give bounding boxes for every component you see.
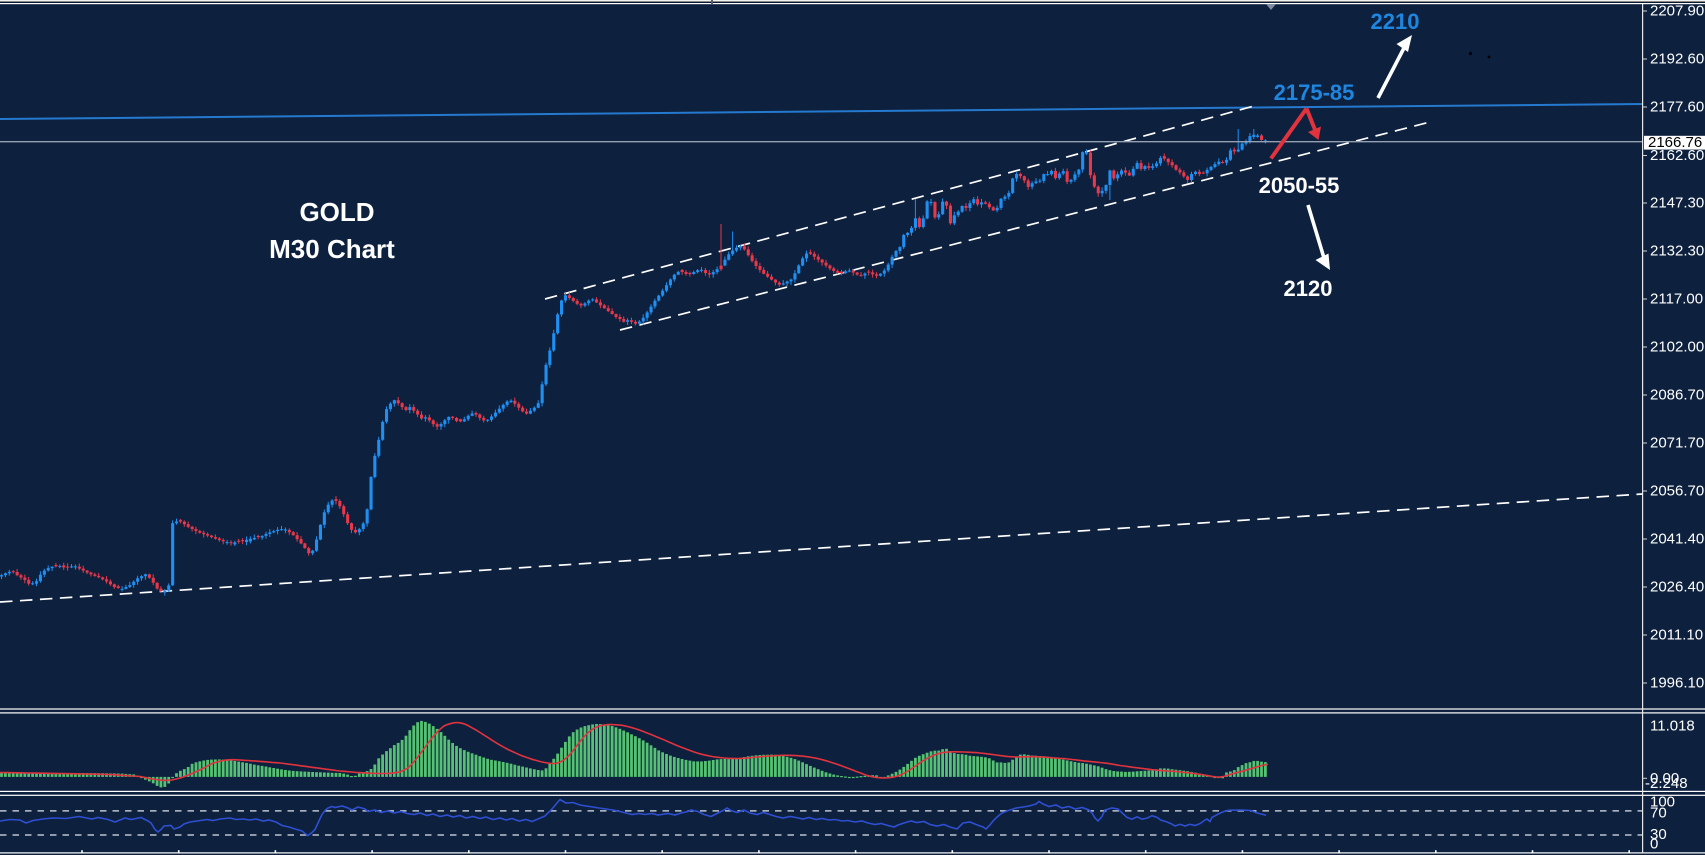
svg-text:2177.60: 2177.60 bbox=[1650, 99, 1704, 116]
svg-text:11.018: 11.018 bbox=[1650, 718, 1695, 735]
svg-text:M30 Chart: M30 Chart bbox=[269, 234, 395, 264]
svg-text:2162.60: 2162.60 bbox=[1650, 147, 1704, 164]
svg-text:100: 100 bbox=[1650, 794, 1675, 811]
svg-text:2056.70: 2056.70 bbox=[1650, 483, 1704, 500]
svg-text:2147.30: 2147.30 bbox=[1650, 195, 1704, 212]
svg-text:GOLD: GOLD bbox=[299, 197, 374, 227]
svg-text:2071.70: 2071.70 bbox=[1650, 435, 1704, 452]
svg-text:0.00: 0.00 bbox=[1650, 770, 1679, 787]
svg-text:2050-55: 2050-55 bbox=[1259, 173, 1340, 198]
svg-text:2192.60: 2192.60 bbox=[1650, 51, 1704, 68]
svg-text:2102.00: 2102.00 bbox=[1650, 339, 1704, 356]
svg-text:2026.40: 2026.40 bbox=[1650, 579, 1704, 596]
svg-text:2117.00: 2117.00 bbox=[1650, 291, 1703, 308]
svg-text:2210: 2210 bbox=[1371, 9, 1420, 34]
svg-text:-2.248: -2.248 bbox=[1645, 775, 1688, 792]
svg-text:30: 30 bbox=[1650, 826, 1667, 843]
svg-text:2207.90: 2207.90 bbox=[1650, 3, 1704, 20]
svg-text:2120: 2120 bbox=[1284, 276, 1333, 301]
svg-text:1996.10: 1996.10 bbox=[1650, 675, 1704, 692]
svg-text:2041.40: 2041.40 bbox=[1650, 531, 1704, 548]
svg-text:70: 70 bbox=[1650, 805, 1667, 822]
svg-text:0: 0 bbox=[1650, 836, 1658, 853]
svg-text:2011.10: 2011.10 bbox=[1650, 627, 1703, 644]
svg-text:2175-85: 2175-85 bbox=[1274, 80, 1355, 105]
svg-text:2086.70: 2086.70 bbox=[1650, 387, 1704, 404]
svg-text:2132.30: 2132.30 bbox=[1650, 243, 1704, 260]
svg-text:2166.76: 2166.76 bbox=[1648, 134, 1702, 151]
